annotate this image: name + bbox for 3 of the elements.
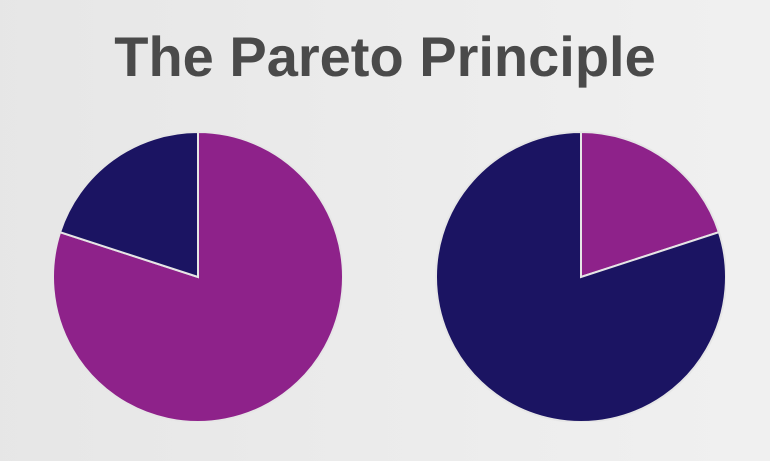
chart-title: The Pareto Principle <box>113 24 657 89</box>
pie-slice <box>435 131 726 422</box>
pie-slice <box>52 131 343 422</box>
